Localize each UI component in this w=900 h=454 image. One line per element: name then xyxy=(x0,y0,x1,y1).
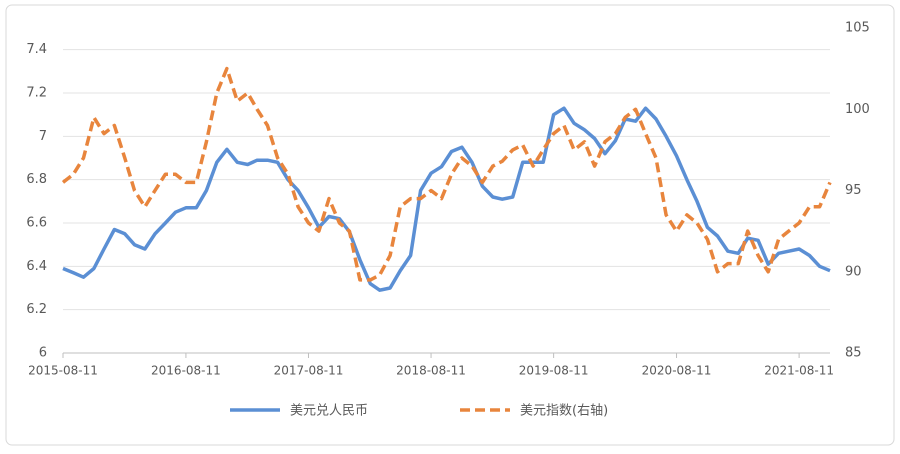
y-tick-label: 6.2 xyxy=(26,302,47,317)
legend-label: 美元兑人民币 xyxy=(290,404,368,419)
y-tick-label: 7.4 xyxy=(26,42,47,57)
x-tick-label: 2019-08-11 xyxy=(519,364,589,378)
y-tick-label: 6.6 xyxy=(26,216,47,231)
x-tick-label: 2016-08-11 xyxy=(151,364,221,378)
y-tick-label: 6.4 xyxy=(26,259,47,274)
y-tick-label: 6.8 xyxy=(26,172,47,187)
y2-tick-label: 105 xyxy=(845,21,870,36)
series-line xyxy=(62,106,831,292)
y-tick-label: 7 xyxy=(39,129,47,144)
y2-tick-label: 100 xyxy=(845,102,870,117)
series-line xyxy=(61,66,832,282)
chart-frame xyxy=(5,4,895,446)
y2-tick-label: 95 xyxy=(845,183,862,198)
y2-tick-label: 85 xyxy=(845,346,862,361)
y-tick-label: 6 xyxy=(39,346,47,361)
x-tick-label: 2015-08-11 xyxy=(28,364,98,378)
y-tick-label: 7.2 xyxy=(26,86,47,101)
x-tick-label: 2021-08-11 xyxy=(764,364,834,378)
y2-tick-label: 90 xyxy=(845,264,862,279)
x-tick-label: 2017-08-11 xyxy=(274,364,344,378)
x-tick-label: 2020-08-11 xyxy=(642,364,712,378)
legend-label: 美元指数(右轴) xyxy=(520,404,608,419)
x-tick-label: 2018-08-11 xyxy=(396,364,466,378)
